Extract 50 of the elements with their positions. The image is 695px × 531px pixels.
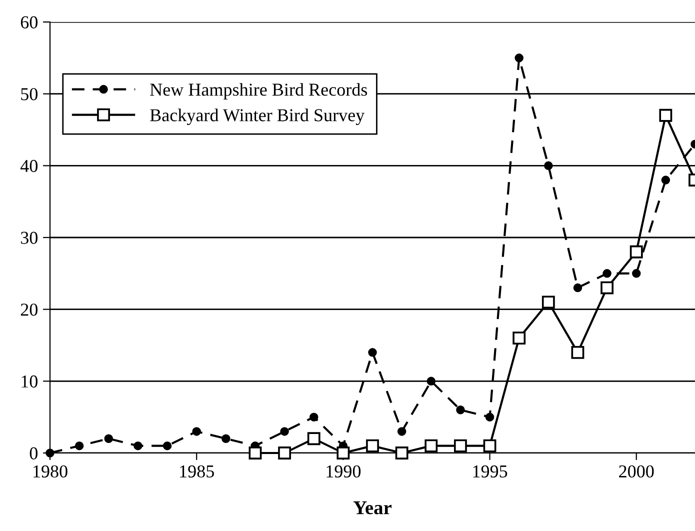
y-tick-label: 40	[20, 160, 38, 172]
point	[307, 432, 320, 446]
point	[424, 439, 438, 452]
point	[278, 446, 292, 460]
point	[514, 54, 524, 62]
x-tick-label: 1985	[180, 465, 214, 478]
x-tick-label: 1980	[34, 465, 68, 478]
point	[632, 269, 641, 278]
y-tick-label: 10	[22, 375, 38, 388]
point	[659, 108, 672, 122]
y-tick-label: 20	[20, 304, 38, 316]
point	[74, 441, 84, 450]
point	[542, 296, 555, 309]
point	[134, 441, 142, 450]
point	[192, 427, 201, 436]
y-tick-label: 60	[20, 16, 38, 28]
point	[368, 348, 377, 357]
point	[280, 427, 289, 436]
point	[630, 245, 643, 258]
y-tick-label: 30	[21, 232, 38, 244]
point	[104, 434, 114, 444]
y-tick-label: 50	[21, 88, 38, 100]
point	[46, 448, 54, 458]
point	[485, 412, 494, 422]
point	[571, 346, 584, 359]
legend-label: Backyard Winter Bird Survey	[150, 108, 365, 126]
legend-label: New Hampshire Bird Records	[150, 83, 368, 100]
y-tick-label: 0	[30, 447, 38, 460]
point	[573, 283, 582, 292]
point	[456, 406, 465, 414]
x-tick-label: 1990	[326, 465, 361, 478]
x-tick-label: 2000	[619, 465, 654, 478]
point	[661, 176, 670, 184]
point	[602, 269, 612, 278]
point	[309, 412, 318, 422]
point	[248, 446, 262, 460]
point	[336, 446, 350, 460]
point	[512, 332, 526, 345]
point	[395, 446, 408, 460]
point	[222, 434, 230, 444]
point	[600, 281, 614, 294]
point	[454, 439, 467, 452]
point	[483, 439, 496, 452]
point	[366, 439, 379, 452]
x-axis-title: Year	[353, 501, 392, 514]
point	[397, 427, 406, 436]
point	[426, 376, 436, 386]
point	[544, 161, 553, 170]
x-tick-label: 1995	[473, 465, 508, 478]
point	[162, 441, 172, 450]
